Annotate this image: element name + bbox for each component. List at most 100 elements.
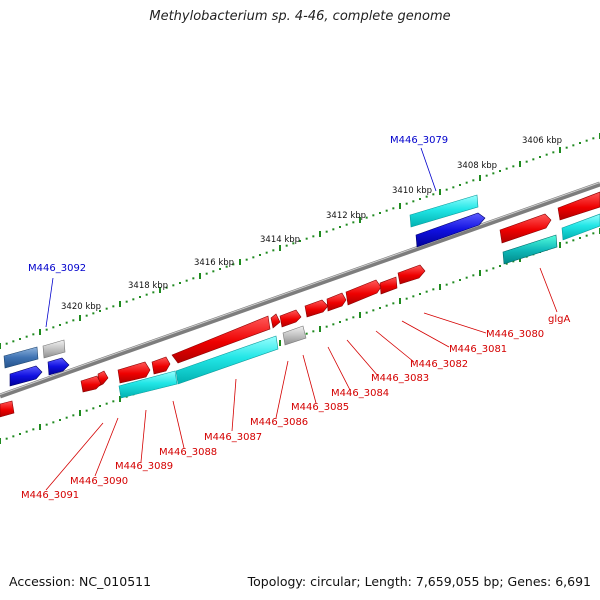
outer-minor-tick bbox=[485, 174, 488, 177]
scale-label-3418: 3418 kbp bbox=[128, 281, 168, 291]
gene-arrow-m446-3081[interactable] bbox=[379, 276, 398, 295]
outer-minor-tick bbox=[565, 146, 568, 149]
outer-minor-tick bbox=[259, 254, 261, 256]
gene-arrow-m446-3079[interactable] bbox=[415, 212, 486, 248]
outer-major-tick bbox=[519, 161, 521, 167]
scale-label-3420: 3420 kbp bbox=[61, 302, 101, 312]
inner-minor-tick bbox=[392, 302, 395, 305]
pseudo-gene-m446-3086[interactable] bbox=[282, 325, 307, 346]
inner-minor-tick bbox=[445, 283, 448, 286]
gene-arrow-m446-3079-rna[interactable] bbox=[409, 194, 479, 228]
scale-labels: 3406 kbp 3408 kbp 3410 kbp 3412 kbp 3414… bbox=[61, 136, 562, 312]
callout-m446-3091 bbox=[45, 422, 104, 491]
pseudo-gene-top[interactable] bbox=[42, 339, 66, 359]
gene-label-m446-3090: M446_3090 bbox=[70, 476, 128, 487]
outer-minor-tick bbox=[405, 202, 408, 205]
outer-minor-tick bbox=[5, 342, 8, 345]
inner-minor-tick bbox=[105, 402, 108, 405]
gene-arrow-top-small[interactable] bbox=[47, 357, 70, 376]
callout-m446-3087 bbox=[231, 378, 237, 432]
rna-feature-m446-3089[interactable] bbox=[118, 370, 178, 399]
outer-minor-tick bbox=[179, 282, 181, 284]
outer-minor-tick bbox=[465, 181, 468, 184]
outer-minor-tick bbox=[52, 326, 55, 329]
outer-major-tick bbox=[199, 273, 201, 279]
gene-arrow-right-2[interactable] bbox=[557, 191, 600, 221]
inner-minor-tick bbox=[332, 323, 335, 326]
callout-m446-3082 bbox=[375, 330, 415, 363]
inner-minor-tick bbox=[32, 428, 35, 431]
outer-minor-tick bbox=[525, 160, 528, 163]
outer-minor-tick bbox=[472, 179, 475, 182]
outer-minor-tick bbox=[539, 156, 541, 158]
inner-minor-tick bbox=[465, 276, 468, 279]
gene-arrow-left-edge[interactable] bbox=[0, 400, 15, 418]
inner-minor-tick bbox=[85, 409, 88, 412]
callout-m446-3083 bbox=[346, 339, 379, 377]
outer-minor-tick bbox=[392, 207, 395, 210]
gene-arrow-right-1[interactable] bbox=[499, 213, 552, 244]
gene-label-m446-3086: M446_3086 bbox=[250, 417, 308, 428]
outer-major-tick bbox=[39, 329, 41, 335]
gene-arrow-m446-3091[interactable] bbox=[80, 375, 102, 393]
outer-minor-tick bbox=[299, 240, 301, 242]
outer-minor-tick bbox=[412, 200, 415, 203]
outer-major-tick bbox=[279, 245, 281, 251]
scale-label-3412: 3412 kbp bbox=[326, 211, 366, 221]
outer-minor-tick bbox=[592, 137, 595, 140]
inner-minor-tick bbox=[505, 262, 508, 265]
outer-minor-tick bbox=[145, 293, 148, 296]
scale-label-3416: 3416 kbp bbox=[194, 258, 234, 268]
gene-arrow-m446-3092[interactable] bbox=[9, 365, 43, 387]
callout-m446-3092 bbox=[45, 277, 54, 328]
rna-feature-right-1[interactable] bbox=[502, 234, 558, 265]
callout-m446-3079 bbox=[420, 147, 437, 192]
outer-major-tick bbox=[319, 231, 321, 237]
rna-feature-m446-3087[interactable] bbox=[175, 335, 279, 385]
outer-minor-tick bbox=[152, 291, 155, 294]
gene-arrow-m446-3087-tail[interactable] bbox=[270, 313, 281, 329]
gene-arrow-m446-3088[interactable] bbox=[151, 356, 171, 375]
gene-arrow-m446-3082[interactable] bbox=[345, 279, 382, 306]
outer-minor-tick bbox=[459, 184, 461, 186]
gene-arrow-m446-3083[interactable] bbox=[326, 292, 347, 312]
outer-minor-tick bbox=[339, 226, 341, 228]
rna-feature-right-2[interactable] bbox=[561, 213, 600, 241]
outer-minor-tick bbox=[445, 188, 448, 191]
callout-m446-3084 bbox=[327, 346, 351, 391]
gene-arrow-m446-3087[interactable] bbox=[171, 315, 271, 364]
gene-arrow-m446-3084[interactable] bbox=[304, 299, 329, 318]
inner-minor-tick bbox=[452, 281, 455, 284]
inner-minor-tick bbox=[112, 400, 115, 403]
gene-arrow-m446-3085[interactable] bbox=[279, 309, 302, 328]
gene-label-m446-3088: M446_3088 bbox=[159, 447, 217, 458]
scale-label-3406: 3406 kbp bbox=[522, 136, 562, 146]
outer-minor-tick bbox=[552, 151, 555, 154]
gene-arrow-m446-3089[interactable] bbox=[117, 361, 151, 384]
outer-minor-tick bbox=[505, 167, 508, 170]
outer-minor-tick bbox=[272, 249, 275, 252]
reverse-strand-features bbox=[0, 264, 426, 418]
map-title: Methylobacterium sp. 4-46, complete geno… bbox=[149, 9, 451, 24]
callout-m446-3080 bbox=[423, 312, 487, 334]
gene-label-m446-3079: M446_3079 bbox=[390, 135, 448, 146]
inner-major-tick bbox=[399, 298, 401, 304]
callout-m446-3081 bbox=[401, 320, 450, 348]
callout-m446-3088 bbox=[172, 400, 185, 449]
inner-major-tick bbox=[559, 242, 561, 248]
callout-m446-3090 bbox=[94, 417, 119, 477]
gene-label-m446-3092: M446_3092 bbox=[28, 263, 86, 274]
gene-arrow-m446-3092-rna[interactable] bbox=[3, 346, 39, 369]
gene-label-m446-3082: M446_3082 bbox=[410, 359, 468, 370]
inner-major-tick bbox=[79, 410, 81, 416]
outer-minor-tick bbox=[379, 212, 381, 214]
outer-minor-tick bbox=[352, 221, 355, 224]
outer-minor-tick bbox=[325, 230, 328, 233]
inner-minor-tick bbox=[25, 430, 28, 433]
topology-text: Topology: circular; Length: 7,659,055 bp… bbox=[247, 574, 591, 589]
outer-minor-tick bbox=[532, 158, 535, 161]
inner-minor-tick bbox=[565, 241, 568, 244]
gene-arrow-m446-3080[interactable] bbox=[397, 264, 426, 285]
inner-minor-tick bbox=[412, 295, 415, 298]
inner-minor-tick bbox=[99, 405, 101, 407]
